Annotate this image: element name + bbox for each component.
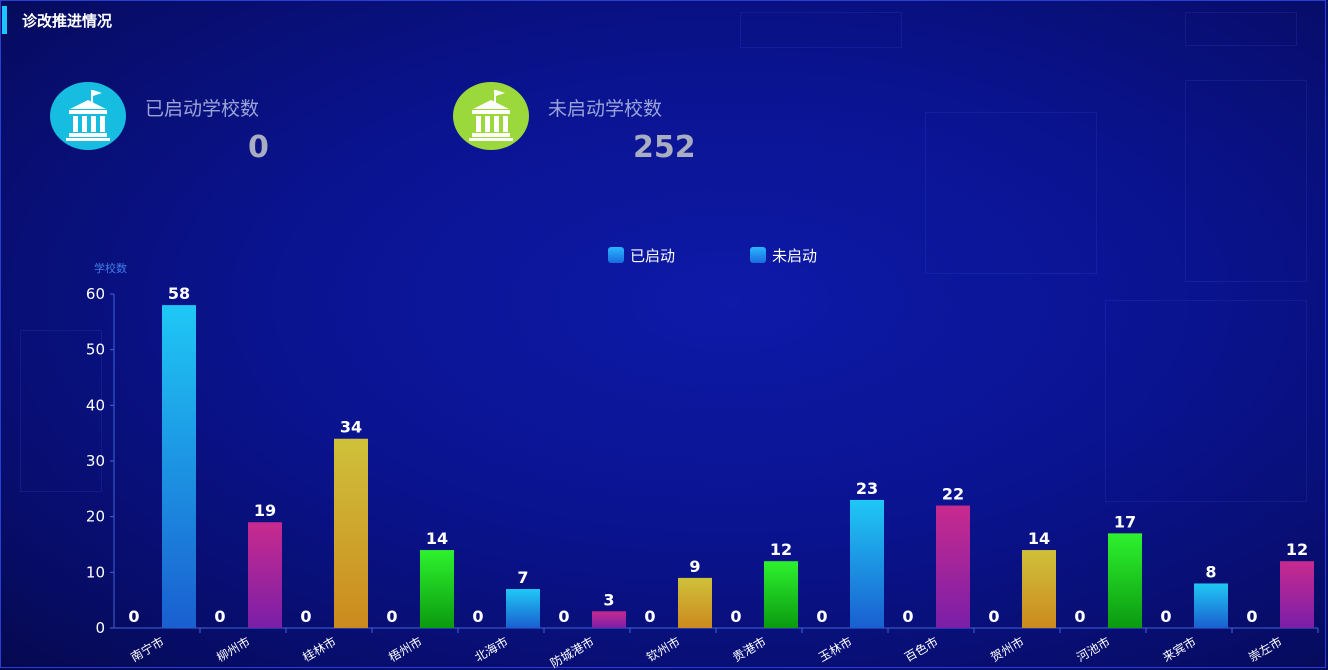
data-label-not-started: 12 [770, 540, 792, 559]
x-tick-label: 贵港市 [730, 634, 769, 665]
data-label-started: 0 [816, 607, 827, 626]
data-label-started: 0 [128, 607, 139, 626]
x-tick-label: 北海市 [472, 634, 511, 665]
x-tick-label: 钦州市 [644, 634, 683, 665]
background-tile [20, 330, 102, 492]
header-accent-bar [2, 6, 7, 34]
data-label-not-started: 14 [1028, 529, 1050, 548]
legend-label: 已启动 [630, 247, 676, 265]
bar-not-started[interactable] [162, 305, 196, 628]
data-label-started: 0 [558, 607, 569, 626]
bar-not-started[interactable] [1108, 533, 1142, 628]
bar-not-started[interactable] [1194, 583, 1228, 628]
background-tile [740, 12, 902, 48]
data-label-started: 0 [472, 607, 483, 626]
bar-not-started[interactable] [420, 550, 454, 628]
stat-value: 0 [248, 130, 269, 165]
data-label-not-started: 58 [168, 284, 190, 303]
data-label-not-started: 34 [340, 418, 362, 437]
y-tick-label: 30 [86, 452, 105, 470]
x-tick-label: 河池市 [1074, 634, 1113, 665]
data-label-not-started: 3 [603, 590, 614, 609]
data-label-not-started: 23 [856, 479, 878, 498]
data-label-started: 0 [214, 607, 225, 626]
stat-label: 已启动学校数 [145, 98, 260, 120]
data-label-not-started: 14 [426, 529, 448, 548]
data-label-started: 0 [300, 607, 311, 626]
legend-item-started[interactable]: 已启动 [608, 245, 675, 266]
x-tick-label: 来宾市 [1160, 634, 1199, 665]
background-tile [1105, 300, 1307, 502]
data-label-not-started: 8 [1205, 562, 1216, 581]
bar-not-started[interactable] [936, 505, 970, 628]
bar-not-started[interactable] [248, 522, 282, 628]
x-tick-label: 柳州市 [214, 634, 253, 665]
y-tick-label: 60 [86, 285, 105, 303]
y-tick-label: 50 [86, 341, 105, 359]
x-tick-label: 贺州市 [988, 634, 1027, 665]
x-tick-label: 梧州市 [386, 634, 425, 665]
bar-not-started[interactable] [592, 611, 626, 628]
bar-not-started[interactable] [850, 499, 884, 628]
bar-not-started[interactable] [1022, 550, 1056, 628]
y-tick-label: 20 [86, 508, 105, 526]
background-tile [1185, 80, 1307, 282]
y-tick-label: 40 [86, 396, 105, 414]
background-tile [925, 112, 1097, 274]
data-label-started: 0 [1160, 607, 1171, 626]
legend-item-not-started[interactable]: 未启动 [750, 245, 817, 266]
data-label-started: 0 [1246, 607, 1257, 626]
bar-not-started[interactable] [678, 577, 712, 628]
stat-label: 未启动学校数 [548, 98, 663, 120]
data-label-not-started: 17 [1114, 512, 1136, 531]
data-label-started: 0 [1074, 607, 1085, 626]
data-label-not-started: 19 [254, 501, 276, 520]
background-tile [1185, 12, 1297, 46]
data-label-started: 0 [988, 607, 999, 626]
y-tick-label: 10 [86, 563, 105, 581]
y-tick-label: 0 [95, 619, 105, 637]
stat-value: 252 [633, 130, 696, 165]
x-tick-label: 玉林市 [816, 634, 855, 665]
legend-swatch [608, 247, 624, 263]
school-building-icon [453, 82, 529, 150]
legend-swatch [750, 247, 766, 263]
panel-header: 诊改推进情况 [0, 0, 1328, 36]
school-building-icon [50, 82, 126, 150]
x-tick-label: 百色市 [902, 634, 941, 665]
x-tick-label: 桂林市 [300, 634, 339, 665]
data-label-started: 0 [902, 607, 913, 626]
data-label-started: 0 [386, 607, 397, 626]
bar-not-started[interactable] [764, 561, 798, 628]
data-label-not-started: 9 [689, 557, 700, 576]
bar-not-started[interactable] [506, 589, 540, 628]
x-tick-label: 崇左市 [1246, 634, 1285, 665]
legend-label: 未启动 [772, 247, 818, 265]
data-label-started: 0 [644, 607, 655, 626]
data-label-not-started: 7 [517, 568, 528, 587]
y-axis-title: 学校数 [94, 261, 127, 275]
data-label-not-started: 22 [942, 485, 964, 504]
x-tick-label: 南宁市 [128, 634, 167, 665]
data-label-started: 0 [730, 607, 741, 626]
panel-title: 诊改推进情况 [22, 12, 113, 30]
x-tick-label: 防城港市 [547, 634, 596, 670]
bar-not-started[interactable] [1280, 561, 1314, 628]
bar-not-started[interactable] [334, 438, 368, 628]
data-label-not-started: 12 [1286, 540, 1308, 559]
